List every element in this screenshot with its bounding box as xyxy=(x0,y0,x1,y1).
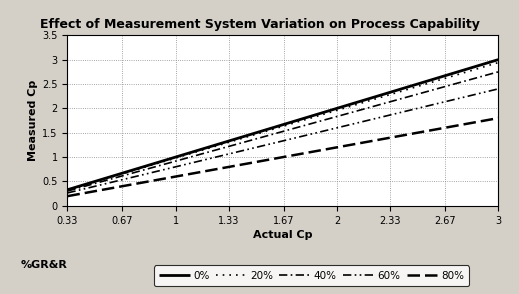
Text: %GR&R: %GR&R xyxy=(21,260,67,270)
Text: Effect of Measurement System Variation on Process Capability: Effect of Measurement System Variation o… xyxy=(39,18,480,31)
X-axis label: Actual Cp: Actual Cp xyxy=(253,230,312,240)
Y-axis label: Measured Cp: Measured Cp xyxy=(28,80,38,161)
Legend: 0%, 20%, 40%, 60%, 80%: 0%, 20%, 40%, 60%, 80% xyxy=(154,265,469,286)
